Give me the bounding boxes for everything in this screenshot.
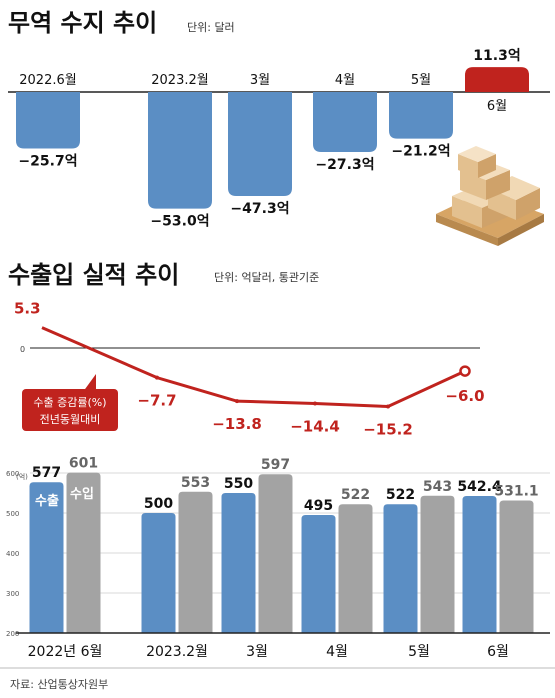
trade-volume-ytick-label: 300 bbox=[6, 590, 19, 598]
import-bar bbox=[178, 491, 213, 633]
export-bar bbox=[301, 515, 336, 633]
trade-balance-bar bbox=[16, 92, 80, 149]
trade-balance-category-label: 2022.6월 bbox=[19, 73, 76, 88]
legend-box bbox=[22, 389, 118, 431]
trade-volume-ytick-label: 600 bbox=[6, 470, 19, 478]
export-bar bbox=[221, 493, 256, 633]
import-value-label: 522 bbox=[341, 487, 370, 503]
trade-balance-value-label: −21.2억 bbox=[391, 144, 450, 160]
export-value-label: 550 bbox=[224, 476, 253, 492]
export-bar bbox=[29, 482, 64, 633]
export-growth-legend: 수출 증감률(%) 전년동월대비 bbox=[22, 374, 118, 431]
trade-balance-category-label: 4월 bbox=[335, 73, 355, 88]
trade-balance-value-label: −47.3억 bbox=[230, 201, 289, 217]
export-growth-points bbox=[155, 365, 471, 409]
export-growth-title: 수출입 실적 추이 bbox=[8, 261, 179, 289]
export-value-label: 542.4 bbox=[457, 479, 502, 495]
export-growth-value-labels: 5.3 −7.7 −13.8 −14.4 −15.2 −6.0 bbox=[14, 300, 485, 439]
export-growth-point bbox=[155, 375, 159, 380]
export-bar bbox=[462, 496, 497, 633]
export-value-label: 500 bbox=[144, 496, 173, 512]
trade-balance-category-label: 5월 bbox=[411, 73, 431, 88]
export-growth-value-label: 5.3 bbox=[14, 300, 41, 318]
trade-balance-categories: 2022.6월 2023.2월 3월 4월 5월 6월 bbox=[19, 73, 507, 114]
import-value-label: 531.1 bbox=[494, 484, 538, 500]
import-bar bbox=[420, 495, 455, 633]
export-growth-point bbox=[313, 401, 317, 406]
trade-balance-value-label: 11.3억 bbox=[473, 48, 520, 64]
trade-volume-bars bbox=[29, 472, 534, 633]
import-value-label: 553 bbox=[181, 475, 210, 491]
legend-import-label: 수입 bbox=[70, 487, 94, 502]
export-growth-point bbox=[386, 404, 390, 409]
trade-balance-category-label: 2023.2월 bbox=[151, 73, 208, 88]
export-growth-point bbox=[459, 365, 471, 377]
trade-volume-ytick-label: 500 bbox=[6, 510, 19, 518]
trade-balance-title: 무역 수지 추이 bbox=[8, 9, 157, 37]
trade-volume-ylabel: (억) bbox=[16, 473, 28, 481]
trade-balance-value-label: −53.0억 bbox=[150, 214, 209, 230]
trade-balance-value-labels: −25.7억 −53.0억 −47.3억 −27.3억 −21.2억 11.3억 bbox=[18, 48, 520, 229]
legend-export-label: 수출 bbox=[35, 493, 59, 509]
trade-balance-category-label: 6월 bbox=[487, 99, 507, 114]
export-bar bbox=[383, 504, 418, 633]
export-growth-line bbox=[41, 326, 466, 409]
export-growth-point bbox=[235, 399, 239, 404]
trade-balance-bar bbox=[465, 67, 529, 92]
export-growth-value-label: −13.8 bbox=[212, 415, 262, 433]
import-value-label: 597 bbox=[261, 457, 290, 473]
trade-balance-value-label: −25.7억 bbox=[18, 154, 77, 170]
import-bar bbox=[338, 504, 373, 633]
export-growth-value-label: −7.7 bbox=[137, 392, 176, 410]
export-growth-zero-label: 0 bbox=[20, 345, 25, 354]
import-bar bbox=[258, 474, 293, 633]
legend-line1: 수출 증감률(%) bbox=[33, 396, 106, 409]
trade-volume-category-label: 4월 bbox=[326, 644, 348, 660]
trade-volume-ytick-label: 400 bbox=[6, 550, 19, 558]
trade-balance-bars bbox=[16, 67, 529, 209]
trade-balance-unit: 단위: 달러 bbox=[187, 21, 235, 34]
export-growth-value-label: −15.2 bbox=[363, 421, 413, 439]
export-value-label: 522 bbox=[386, 487, 415, 503]
trade-volume-categories: 2022년 6월 2023.2월 3월 4월 5월 6월 bbox=[28, 644, 509, 660]
export-value-label: 577 bbox=[32, 465, 61, 481]
export-growth-unit: 단위: 억달러, 통관기준 bbox=[214, 271, 319, 284]
trade-volume-category-label: 3월 bbox=[246, 644, 268, 660]
trade-volume-category-label: 5월 bbox=[408, 644, 430, 660]
export-value-label: 495 bbox=[304, 498, 333, 514]
import-value-label: 601 bbox=[69, 456, 98, 472]
import-bar bbox=[499, 500, 534, 633]
trade-balance-bar bbox=[228, 92, 292, 197]
trade-volume-category-label: 2022년 6월 bbox=[28, 644, 103, 660]
trade-balance-bar bbox=[148, 92, 212, 209]
legend-line2: 전년동월대비 bbox=[40, 413, 101, 426]
import-value-label: 543 bbox=[423, 479, 452, 495]
export-growth-value-label: −6.0 bbox=[445, 387, 484, 405]
trade-volume-category-label: 2023.2월 bbox=[146, 644, 208, 660]
export-growth-value-label: −14.4 bbox=[290, 417, 340, 435]
trade-balance-category-label: 3월 bbox=[250, 73, 270, 88]
trade-balance-bar bbox=[313, 92, 377, 153]
trade-balance-value-label: −27.3억 bbox=[315, 157, 374, 173]
trade-volume-category-label: 6월 bbox=[487, 644, 509, 660]
import-bar bbox=[66, 472, 101, 633]
trade-balance-bar bbox=[389, 92, 453, 139]
export-bar bbox=[141, 513, 176, 633]
trade-volume-ytick-label: 200 bbox=[6, 630, 19, 638]
cargo-boxes-illustration bbox=[436, 146, 544, 246]
source-label: 자료: 산업통상자원부 bbox=[10, 678, 108, 691]
